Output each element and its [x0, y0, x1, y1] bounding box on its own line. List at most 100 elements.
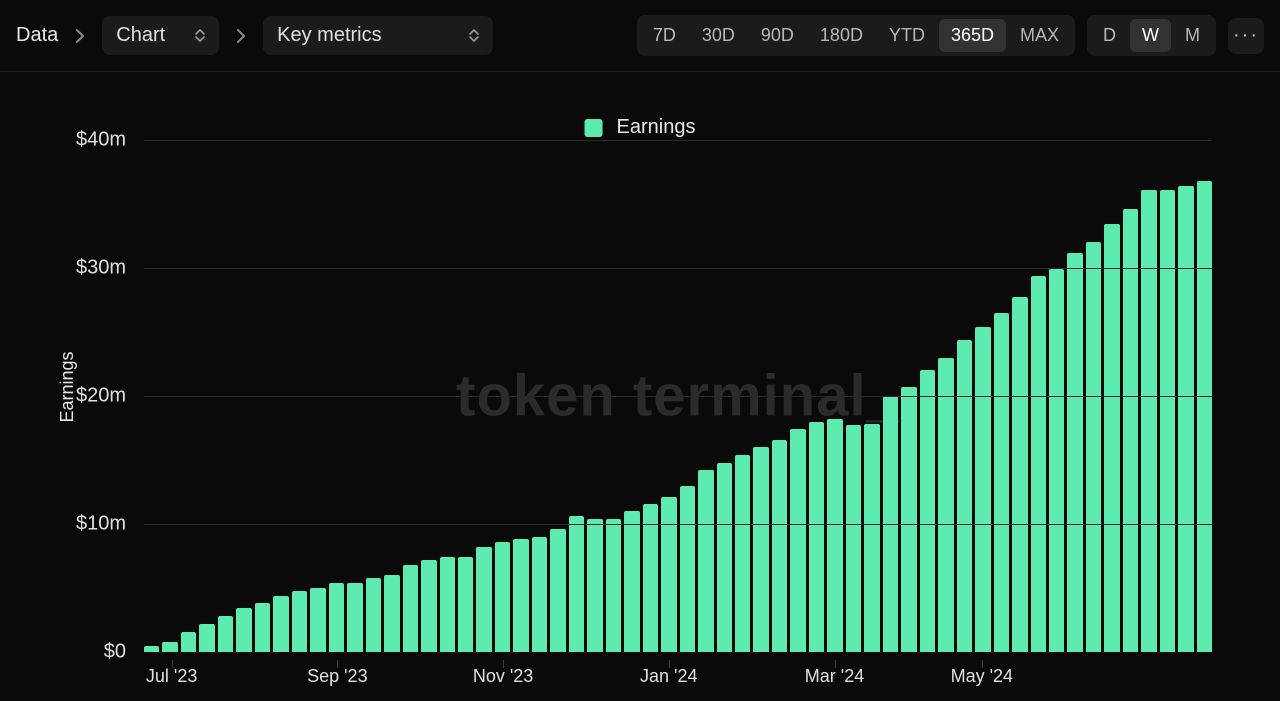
interval-group: DWM: [1087, 15, 1216, 56]
bar[interactable]: [735, 455, 750, 652]
bar[interactable]: [827, 419, 842, 652]
bar[interactable]: [753, 447, 768, 652]
bar[interactable]: [920, 370, 935, 652]
bar[interactable]: [698, 470, 713, 652]
x-tick-label: Jan '24: [640, 666, 697, 687]
bar[interactable]: [255, 603, 270, 652]
updown-icon: [469, 29, 479, 42]
bar[interactable]: [938, 358, 953, 652]
timerange-group: 7D30D90D180DYTD365DMAX: [637, 15, 1075, 56]
bar[interactable]: [772, 440, 787, 652]
bar[interactable]: [550, 529, 565, 652]
bar[interactable]: [1012, 297, 1027, 652]
range-365d[interactable]: 365D: [939, 19, 1006, 52]
bar[interactable]: [403, 565, 418, 652]
bar[interactable]: [809, 422, 824, 652]
range-ytd[interactable]: YTD: [877, 19, 937, 52]
bar[interactable]: [1178, 186, 1193, 652]
interval-m[interactable]: M: [1173, 19, 1212, 52]
bar[interactable]: [624, 511, 639, 652]
y-tick-label: $0: [104, 641, 126, 664]
bar[interactable]: [661, 497, 676, 652]
bar[interactable]: [181, 632, 196, 652]
bar[interactable]: [1067, 253, 1082, 652]
bar[interactable]: [587, 519, 602, 652]
bar[interactable]: [310, 588, 325, 652]
range-90d[interactable]: 90D: [749, 19, 806, 52]
gridline: [144, 268, 1212, 269]
bar[interactable]: [680, 486, 695, 652]
bar[interactable]: [1031, 276, 1046, 652]
bar[interactable]: [532, 537, 547, 652]
range-180d[interactable]: 180D: [808, 19, 875, 52]
bar[interactable]: [495, 542, 510, 652]
y-tick-label: $30m: [76, 257, 126, 280]
bar[interactable]: [440, 557, 455, 652]
bar[interactable]: [476, 547, 491, 652]
interval-d[interactable]: D: [1091, 19, 1128, 52]
legend-swatch: [585, 119, 603, 137]
x-tick-label: Sep '23: [307, 666, 368, 687]
bar[interactable]: [846, 425, 861, 652]
y-tick-label: $20m: [76, 385, 126, 408]
bar[interactable]: [366, 578, 381, 652]
bar[interactable]: [1160, 190, 1175, 652]
bar[interactable]: [1141, 190, 1156, 652]
bar[interactable]: [218, 616, 233, 652]
bar[interactable]: [864, 424, 879, 652]
bar[interactable]: [273, 596, 288, 652]
bar[interactable]: [199, 624, 214, 652]
range-30d[interactable]: 30D: [690, 19, 747, 52]
x-tick-label: May '24: [951, 666, 1013, 687]
bar[interactable]: [1086, 242, 1101, 652]
bar[interactable]: [347, 583, 362, 652]
chevron-right-icon: [231, 29, 251, 43]
bar[interactable]: [513, 539, 528, 652]
range-max[interactable]: MAX: [1008, 19, 1071, 52]
bar[interactable]: [790, 429, 805, 652]
chevron-right-icon: [70, 29, 90, 43]
more-button[interactable]: ···: [1228, 18, 1264, 54]
y-tick-label: $40m: [76, 129, 126, 152]
bar[interactable]: [458, 557, 473, 652]
range-7d[interactable]: 7D: [641, 19, 688, 52]
bar[interactable]: [1104, 224, 1119, 652]
view-select[interactable]: Chart: [102, 16, 219, 55]
interval-w[interactable]: W: [1130, 19, 1171, 52]
bar[interactable]: [1123, 209, 1138, 652]
gridline: [144, 524, 1212, 525]
y-tick-label: $10m: [76, 513, 126, 536]
bar[interactable]: [292, 591, 307, 652]
bar[interactable]: [569, 516, 584, 652]
toolbar: Data Chart Key metrics 7D30D90D180DYTD36…: [0, 0, 1280, 72]
bar[interactable]: [329, 583, 344, 652]
x-axis: Jul '23 Sep '23 Nov '23 Jan '24 Mar '24 May '…: [144, 660, 1212, 690]
bar[interactable]: [384, 575, 399, 652]
bar[interactable]: [643, 504, 658, 652]
metric-select[interactable]: Key metrics: [263, 16, 493, 55]
bar[interactable]: [162, 642, 177, 652]
x-tick-label: Jul '23: [146, 666, 197, 687]
gridline: [144, 140, 1212, 141]
plot-area: token terminal_ $0$10m$20m$30m$40m: [144, 140, 1212, 652]
legend-label: Earnings: [617, 116, 696, 139]
x-tick-label: Nov '23: [473, 666, 533, 687]
view-select-label: Chart: [116, 24, 165, 47]
ellipsis-icon: ···: [1233, 24, 1259, 47]
bar[interactable]: [421, 560, 436, 652]
bar[interactable]: [606, 519, 621, 652]
bar[interactable]: [957, 340, 972, 652]
breadcrumb-root[interactable]: Data: [16, 24, 58, 47]
bar[interactable]: [975, 327, 990, 652]
bar[interactable]: [901, 387, 916, 652]
bar[interactable]: [236, 608, 251, 652]
bar[interactable]: [1049, 269, 1064, 652]
y-axis-title: Earnings: [57, 351, 78, 422]
bar[interactable]: [1197, 181, 1212, 652]
x-tick-label: Mar '24: [805, 666, 864, 687]
metric-select-label: Key metrics: [277, 24, 381, 47]
chart-region: Earnings Earnings token terminal_ $0$10m…: [0, 72, 1280, 701]
bar[interactable]: [717, 463, 732, 652]
bar[interactable]: [144, 646, 159, 652]
bar[interactable]: [994, 313, 1009, 652]
